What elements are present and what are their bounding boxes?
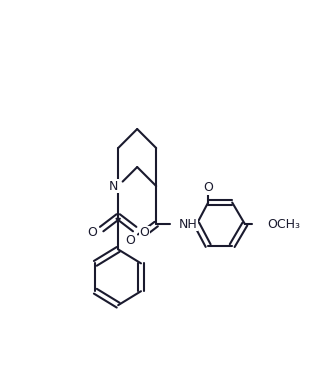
Text: NH: NH xyxy=(179,217,198,231)
Text: O: O xyxy=(87,226,97,239)
Text: OCH₃: OCH₃ xyxy=(268,217,301,231)
Text: O: O xyxy=(140,226,149,239)
Text: O: O xyxy=(203,181,213,194)
Text: N: N xyxy=(109,179,118,192)
Text: O: O xyxy=(125,234,135,247)
